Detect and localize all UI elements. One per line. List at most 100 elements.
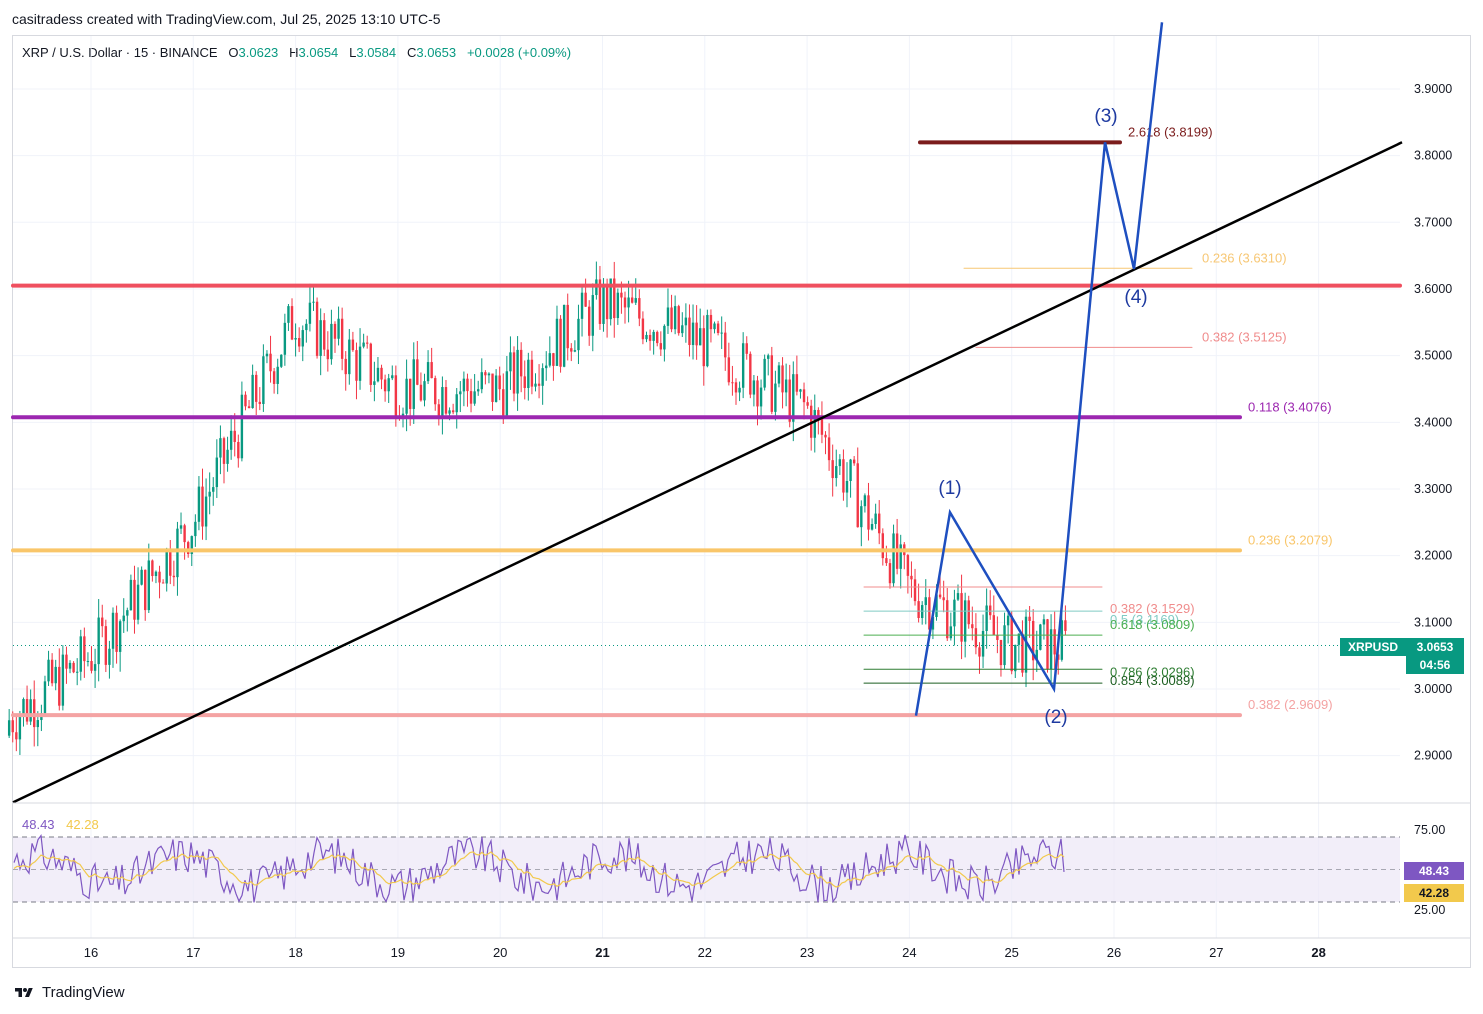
y-tick-label: 3.6000 xyxy=(1414,282,1452,296)
candle-body xyxy=(638,298,641,319)
candle-body xyxy=(634,298,637,303)
x-tick-label: 19 xyxy=(391,945,405,960)
candle-body xyxy=(849,459,852,482)
candle-body xyxy=(287,306,290,323)
candle-body xyxy=(362,342,365,347)
price-badge-price: 3.0653 xyxy=(1416,640,1454,654)
candle-body xyxy=(190,536,193,555)
candle-body xyxy=(584,292,587,307)
candle-body xyxy=(913,579,917,602)
y-tick-label: 3.3000 xyxy=(1414,482,1452,496)
candle-body xyxy=(172,575,176,578)
candle-body xyxy=(817,409,820,418)
candle-body xyxy=(90,661,93,671)
footer-brand-text: TradingView xyxy=(42,984,125,1001)
candle-body xyxy=(108,648,111,665)
high-label: H xyxy=(289,45,299,60)
candle-body xyxy=(813,409,816,438)
candle-body xyxy=(369,343,372,385)
overlay: (1) (2) (3) (4) xyxy=(12,22,1403,804)
candle-body xyxy=(627,297,630,308)
candle-body xyxy=(763,358,766,388)
candle-body xyxy=(7,720,11,736)
x-tick-label: 26 xyxy=(1107,945,1121,960)
fib-level-label: 0.382 (3.5125) xyxy=(1202,329,1287,344)
candle-body xyxy=(863,495,867,507)
footer-brand[interactable]: TradingView xyxy=(12,984,125,1001)
candle-body xyxy=(194,521,197,537)
candle-body xyxy=(434,378,437,405)
candle-body xyxy=(702,328,705,367)
candle-body xyxy=(899,544,902,569)
candle-body xyxy=(741,343,745,388)
candle-body xyxy=(391,375,394,379)
candle-body xyxy=(759,387,763,407)
x-tick-label: 28 xyxy=(1311,945,1325,960)
chart-credit: casitradess created with TradingView.com… xyxy=(12,11,441,27)
candle-body xyxy=(462,378,466,392)
candle-body xyxy=(720,332,723,334)
candle-body xyxy=(416,359,419,385)
candle-body xyxy=(140,569,143,585)
candle-body xyxy=(881,533,885,559)
candle-body xyxy=(387,378,390,392)
candle-body xyxy=(294,338,297,340)
candle-body xyxy=(799,389,802,392)
y-tick-label: 3.7000 xyxy=(1414,215,1452,229)
candle-body xyxy=(502,389,505,416)
fib-level-label: 0.5 (3.1169) xyxy=(1110,612,1179,627)
candle-body xyxy=(54,666,57,684)
candle-body xyxy=(111,612,115,649)
candle-body xyxy=(487,373,491,376)
candle-body xyxy=(938,594,942,598)
candle-body xyxy=(530,359,534,387)
candle-body xyxy=(691,322,695,346)
candle-body xyxy=(301,330,304,347)
candle-body xyxy=(408,378,412,409)
candle-body xyxy=(820,417,824,435)
candle-body xyxy=(663,325,666,350)
candle-body xyxy=(1057,654,1060,660)
candle-body xyxy=(588,306,591,336)
candle-body xyxy=(509,352,512,372)
candle-body xyxy=(917,601,920,619)
candle-body xyxy=(906,555,910,576)
candle-body xyxy=(1031,620,1035,661)
candle-body xyxy=(61,654,65,706)
candle-body xyxy=(158,571,161,583)
candle-body xyxy=(305,323,308,331)
candle-body xyxy=(749,353,752,395)
candle-body xyxy=(283,322,287,355)
candle-body xyxy=(423,381,426,401)
x-tick-label: 22 xyxy=(698,945,712,960)
candle-body xyxy=(1006,615,1010,626)
wave-label: (4) xyxy=(1124,287,1147,308)
candle-body xyxy=(795,374,799,392)
trendline xyxy=(12,141,1403,804)
candle-body xyxy=(469,391,473,404)
candle-body xyxy=(477,389,480,392)
candle-body xyxy=(860,506,863,528)
candle-body xyxy=(394,375,398,418)
candle-body xyxy=(852,459,856,464)
candle-body xyxy=(133,579,136,620)
candle-body xyxy=(272,371,276,384)
candle-body xyxy=(992,615,995,636)
fib-level-label: 0.118 (3.4076) xyxy=(1248,399,1332,414)
symbol-legend[interactable]: XRP / U.S. Dollar · 15 · BINANCE O3.0623… xyxy=(22,45,571,60)
candle-body xyxy=(144,569,147,611)
candle-body xyxy=(419,384,423,401)
candle-body xyxy=(924,597,927,606)
candle-body xyxy=(673,306,677,330)
rsi-ma-badge-value: 42.28 xyxy=(1418,886,1450,900)
candle-body xyxy=(670,307,673,330)
candle-body xyxy=(355,350,358,381)
candle-body xyxy=(1010,615,1013,672)
candle-body xyxy=(1039,624,1042,650)
candle-body xyxy=(466,378,469,392)
axes: 3.9000 3.8000 3.7000 3.6000 3.5000 3.4000 3.30… xyxy=(13,82,1471,960)
candle-body xyxy=(684,317,688,326)
symbol-name[interactable]: XRP / U.S. Dollar · 15 · BINANCE xyxy=(22,45,218,60)
candle-body xyxy=(383,379,387,392)
